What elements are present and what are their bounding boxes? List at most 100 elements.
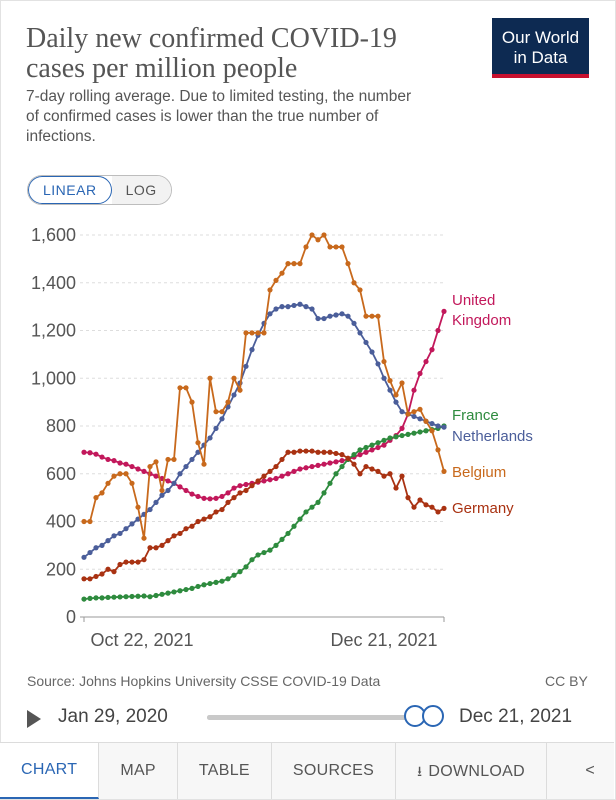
data-point [267, 477, 273, 483]
data-point [303, 244, 309, 250]
data-point [369, 466, 375, 472]
data-point [171, 456, 177, 463]
series-label: Belgium [452, 464, 506, 481]
data-point [153, 499, 159, 505]
data-point [309, 306, 315, 312]
data-point [357, 452, 363, 458]
tab-bar: CHART MAP TABLE SOURCES ⭳ DOWNLOAD < [0, 742, 614, 799]
series-label: Netherlands [452, 428, 533, 445]
data-point [93, 545, 99, 551]
data-point [219, 493, 225, 500]
data-point [165, 478, 171, 484]
data-point [309, 504, 315, 510]
data-point [279, 456, 285, 463]
data-point [405, 431, 411, 437]
data-point [225, 576, 231, 582]
data-point [393, 392, 399, 398]
data-point [207, 580, 213, 587]
timeline-end-handle[interactable] [422, 705, 444, 727]
share-button[interactable]: < [566, 743, 614, 799]
data-point [87, 595, 93, 601]
data-point [363, 313, 369, 319]
play-icon[interactable] [27, 710, 41, 728]
data-point [201, 516, 207, 522]
series-label: Kingdom [452, 312, 511, 329]
tab-map[interactable]: MAP [99, 743, 178, 799]
data-point [189, 399, 195, 405]
data-point [369, 447, 375, 453]
timeline-track[interactable] [207, 715, 433, 720]
owid-logo[interactable]: Our World in Data [492, 18, 589, 78]
data-point [375, 313, 381, 319]
data-point [123, 461, 129, 467]
data-point [177, 471, 183, 477]
share-icon: < [585, 762, 595, 779]
data-point [333, 459, 339, 465]
data-point [183, 586, 189, 593]
data-point [387, 435, 393, 441]
data-point [333, 471, 339, 477]
data-point [291, 261, 297, 267]
logo-line-1: Our World [501, 28, 580, 47]
data-point [309, 448, 315, 454]
tab-sources[interactable]: SOURCES [272, 743, 397, 799]
data-point [237, 483, 243, 489]
data-point [375, 440, 381, 446]
download-label: DOWNLOAD [428, 763, 525, 780]
data-point [441, 308, 447, 314]
x-axis: Oct 22, 2021 Dec 21, 2021 [83, 616, 445, 650]
data-point [117, 594, 123, 600]
data-point [141, 468, 147, 474]
data-point [399, 409, 405, 415]
license-link[interactable]: CC BY [545, 673, 588, 689]
data-point [345, 455, 351, 461]
tab-table[interactable]: TABLE [178, 743, 272, 799]
data-point [321, 232, 327, 238]
data-point [237, 490, 243, 496]
data-point [195, 583, 201, 590]
data-point [387, 471, 393, 477]
data-point [165, 590, 171, 596]
timeline-fill [207, 715, 433, 720]
data-point [231, 375, 237, 381]
data-point [219, 578, 225, 584]
data-point [429, 504, 435, 510]
y-tick-label: 1,000 [31, 368, 76, 388]
data-point [189, 585, 195, 591]
data-point [255, 478, 261, 484]
data-point [393, 399, 399, 405]
data-point [273, 542, 279, 548]
data-point [429, 428, 435, 434]
data-point [147, 545, 153, 551]
linear-scale-button[interactable]: LINEAR [28, 176, 112, 204]
data-point [261, 330, 267, 336]
data-point [387, 387, 393, 393]
data-point [165, 487, 171, 494]
data-point [99, 490, 105, 496]
data-point [285, 261, 291, 267]
data-point [297, 466, 303, 472]
data-point [315, 462, 321, 468]
series-line-france[interactable] [83, 425, 445, 600]
data-point [171, 589, 177, 595]
series-line-belgium[interactable] [84, 233, 445, 539]
data-point [147, 594, 153, 600]
data-point [285, 530, 291, 537]
tab-download[interactable]: ⭳ DOWNLOAD [396, 743, 547, 799]
data-point [213, 579, 219, 585]
data-point [183, 487, 189, 494]
data-point [219, 506, 225, 513]
data-point [369, 349, 375, 355]
data-point [273, 277, 279, 283]
data-point [201, 582, 207, 588]
y-tick-label: 800 [46, 416, 76, 436]
data-point [213, 409, 219, 415]
data-point [303, 465, 309, 471]
data-point [423, 418, 429, 424]
data-point [177, 385, 183, 391]
data-point [291, 468, 297, 474]
data-point [441, 468, 447, 474]
y-tick-label: 1,200 [31, 321, 76, 341]
log-scale-button[interactable]: LOG [111, 176, 171, 204]
tab-chart[interactable]: CHART [0, 743, 100, 799]
